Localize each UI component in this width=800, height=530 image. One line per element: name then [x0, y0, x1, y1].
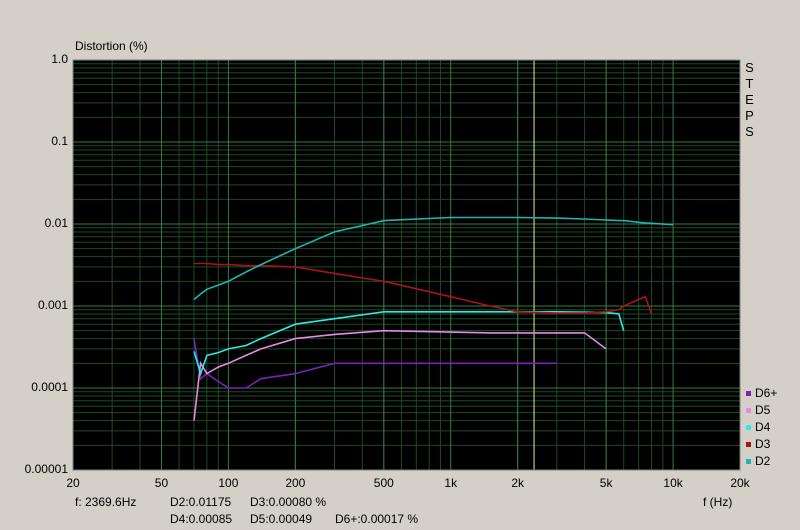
readout-text: D5:0.00049 — [250, 512, 312, 526]
y-tick-label: 0.01 — [45, 216, 69, 230]
legend-swatch — [746, 425, 751, 430]
legend-swatch — [746, 459, 751, 464]
legend-label: D2 — [755, 454, 771, 468]
legend-label: D3 — [755, 437, 771, 451]
side-label: STEPS — [742, 60, 757, 140]
x-tick-label: 100 — [218, 476, 238, 490]
readout-text: D2:0.01175 — [170, 495, 231, 509]
x-tick-label: 50 — [155, 476, 169, 490]
x-tick-label: 20k — [730, 476, 750, 490]
series-line — [193, 216, 674, 301]
legend-swatch — [746, 408, 751, 413]
readout-text: D4:0.00085 — [170, 512, 232, 526]
x-tick-label: 5k — [600, 476, 614, 490]
legend-label: D5 — [755, 403, 771, 417]
y-axis-label: Distortion (%) — [75, 39, 148, 53]
x-tick-label: 10k — [663, 476, 683, 490]
readout-text: D3:0.00080 % — [250, 495, 326, 509]
y-tick-label: 0.1 — [51, 134, 68, 148]
y-tick-label: 1.0 — [51, 52, 68, 66]
x-axis-label: f (Hz) — [703, 495, 732, 509]
y-tick-label: 0.001 — [38, 298, 68, 312]
series-line — [193, 338, 557, 389]
plot-area — [73, 60, 740, 470]
legend-swatch — [746, 391, 751, 396]
legend-swatch — [746, 442, 751, 447]
legend-label: D6+ — [755, 386, 777, 400]
readout-text: D6+:0.00017 % — [335, 512, 418, 526]
readout-text: f: 2369.6Hz — [75, 495, 136, 509]
x-tick-label: 500 — [374, 476, 394, 490]
plot-border — [72, 59, 741, 471]
legend-label: D4 — [755, 420, 771, 434]
x-tick-label: 200 — [285, 476, 305, 490]
x-tick-label: 2k — [511, 476, 525, 490]
x-tick-label: 1k — [444, 476, 458, 490]
y-tick-label: 0.00001 — [25, 462, 69, 476]
series-line — [194, 262, 653, 315]
x-tick-label: 20 — [66, 476, 80, 490]
series-line — [193, 329, 607, 421]
y-tick-label: 0.0001 — [31, 380, 68, 394]
